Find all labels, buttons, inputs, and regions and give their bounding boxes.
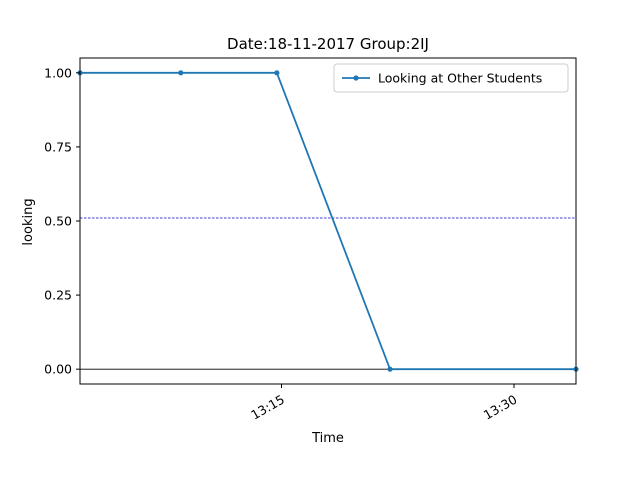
y-tick-label: 0.00 [44, 362, 72, 377]
legend-box [333, 63, 569, 93]
data-point [178, 70, 184, 76]
data-point [387, 366, 393, 372]
y-tick-label: 0.25 [44, 288, 72, 303]
y-tick-label: 1.00 [44, 65, 72, 80]
legend-swatch-marker [353, 75, 359, 81]
x-axis-label: Time [311, 431, 344, 446]
data-point [274, 70, 280, 76]
chart-title: Date:18-11-2017 Group:2IJ [227, 35, 429, 53]
y-tick-label: 0.75 [44, 139, 72, 154]
legend-label: Looking at Other Students [378, 71, 542, 86]
y-tick-label: 0.50 [44, 214, 72, 229]
y-axis-label: looking [21, 198, 36, 245]
legend: Looking at Other Students [333, 63, 569, 93]
